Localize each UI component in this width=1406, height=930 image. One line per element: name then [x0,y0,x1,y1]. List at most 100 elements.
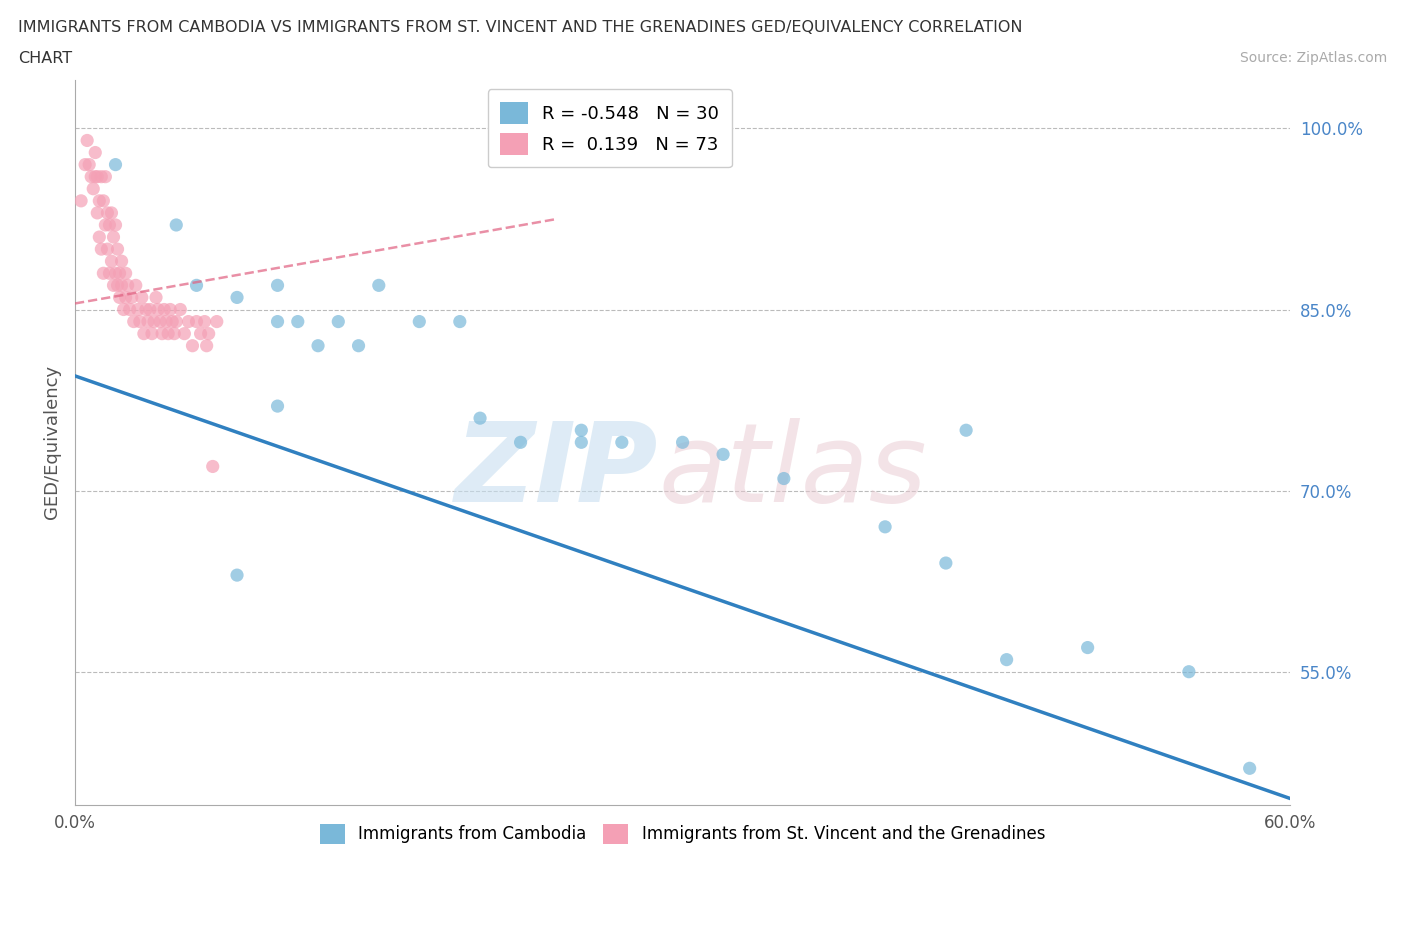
Point [671,435,693,450]
Point [226,290,249,305]
Point [110,278,132,293]
Point [90,169,112,184]
Point [177,314,200,329]
Point [96,206,118,220]
Point [112,302,135,317]
Point [155,314,177,329]
Text: ZIP: ZIP [454,418,658,525]
Point [86,206,108,220]
Point [84,169,107,184]
Point [711,447,734,462]
Point [569,435,592,450]
Point [103,278,125,293]
Point [93,266,115,281]
Point [287,314,309,329]
Point [75,157,97,172]
Point [127,302,149,317]
Point [1239,761,1261,776]
Point [145,290,167,305]
Point [159,302,181,317]
Point [100,254,122,269]
Point [569,423,592,438]
Point [367,278,389,293]
Point [107,278,129,293]
Point [141,326,163,341]
Point [94,169,117,184]
Point [165,314,187,329]
Point [131,290,153,305]
Point [328,314,350,329]
Point [509,435,531,450]
Point [150,326,173,341]
Point [122,314,145,329]
Point [1178,664,1201,679]
Point [173,326,195,341]
Point [104,266,127,281]
Point [143,314,166,329]
Point [163,326,186,341]
Text: Source: ZipAtlas.com: Source: ZipAtlas.com [1240,51,1388,65]
Point [86,169,108,184]
Point [114,290,136,305]
Point [98,266,121,281]
Y-axis label: GED/Equivalency: GED/Equivalency [44,365,60,519]
Point [449,314,471,329]
Point [125,278,148,293]
Point [121,290,143,305]
Point [186,314,208,329]
Point [266,399,288,414]
Point [190,326,212,341]
Point [773,472,796,486]
Point [100,206,122,220]
Legend: Immigrants from Cambodia, Immigrants from St. Vincent and the Grenadines: Immigrants from Cambodia, Immigrants fro… [314,817,1052,851]
Point [77,157,100,172]
Point [169,302,191,317]
Point [108,290,131,305]
Point [103,230,125,245]
Point [205,314,228,329]
Point [160,314,183,329]
Point [82,181,104,196]
Point [118,302,141,317]
Point [610,435,633,450]
Point [955,423,977,438]
Point [165,218,187,232]
Point [468,411,491,426]
Point [70,193,93,208]
Text: CHART: CHART [18,51,72,66]
Point [1077,640,1099,655]
Point [84,145,107,160]
Point [266,278,288,293]
Point [194,314,217,329]
Point [128,314,150,329]
Point [875,519,897,534]
Point [136,314,159,329]
Point [347,339,370,353]
Point [186,278,208,293]
Point [98,218,121,232]
Point [266,314,288,329]
Point [117,278,139,293]
Text: IMMIGRANTS FROM CAMBODIA VS IMMIGRANTS FROM ST. VINCENT AND THE GRENADINES GED/E: IMMIGRANTS FROM CAMBODIA VS IMMIGRANTS F… [18,20,1022,35]
Point [157,326,180,341]
Point [201,459,224,474]
Point [108,266,131,281]
Point [94,218,117,232]
Point [76,133,98,148]
Point [153,302,176,317]
Point [110,254,132,269]
Point [195,339,218,353]
Point [135,302,157,317]
Point [149,314,172,329]
Point [139,302,162,317]
Point [995,652,1018,667]
Point [408,314,430,329]
Point [89,230,111,245]
Point [114,266,136,281]
Point [107,242,129,257]
Point [90,242,112,257]
Point [181,339,204,353]
Point [96,242,118,257]
Point [104,218,127,232]
Point [935,555,957,570]
